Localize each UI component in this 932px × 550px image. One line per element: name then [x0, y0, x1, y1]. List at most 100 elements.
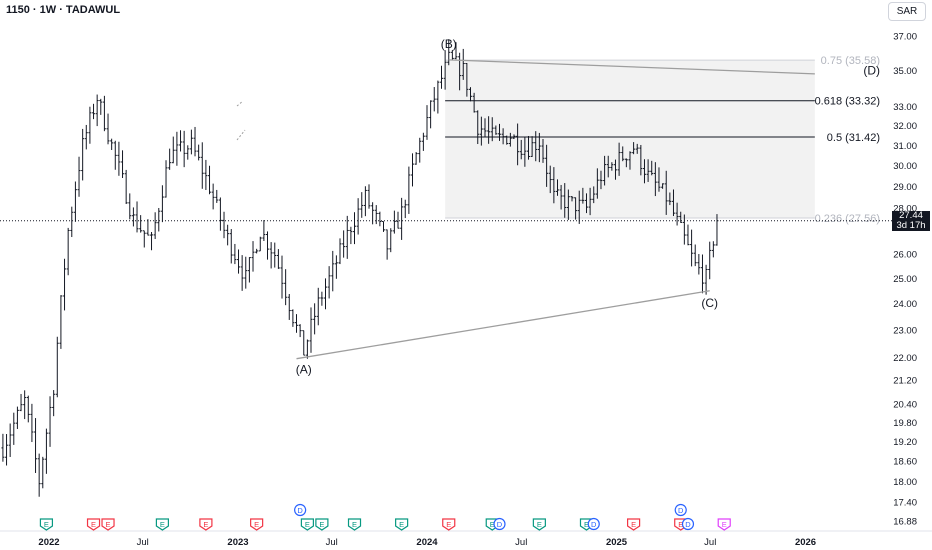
- ohlc-bar: [374, 205, 378, 225]
- price-tick-label: 30.00: [893, 161, 917, 172]
- ohlc-bar: [302, 330, 306, 356]
- price-tick-label: 31.00: [893, 141, 917, 152]
- ohlc-bar: [603, 155, 607, 186]
- earnings-badge: [717, 518, 731, 531]
- ohlc-bar: [313, 303, 317, 335]
- ohlc-bar: [628, 151, 632, 170]
- trendlines[interactable]: [296, 59, 815, 360]
- fib-level-label: 0.5 (31.42): [827, 132, 880, 144]
- earnings-marker[interactable]: E: [315, 518, 329, 531]
- price-tick-label: 29.00: [893, 182, 917, 193]
- earnings-badge: [627, 518, 641, 531]
- ohlc-bar: [411, 153, 415, 187]
- ohlc-bar: [447, 39, 451, 66]
- earnings-marker[interactable]: E: [199, 518, 213, 531]
- earnings-marker[interactable]: E: [442, 518, 456, 531]
- earnings-marker[interactable]: E: [300, 518, 314, 531]
- ohlc-bar: [338, 238, 342, 265]
- event-letter: D: [678, 506, 684, 515]
- ohlc-bar: [8, 423, 12, 457]
- ohlc-bar: [52, 390, 56, 417]
- time-axis[interactable]: 2022 Jul 2023 Jul 2024 Jul 2025 Jul 2026: [0, 530, 932, 548]
- dividend-marker[interactable]: D: [681, 517, 695, 531]
- earnings-marker[interactable]: E: [347, 518, 362, 531]
- ohlc-bar: [566, 189, 570, 220]
- ohlc-bar: [266, 231, 270, 260]
- ohlc-bar: [34, 418, 38, 473]
- ohlc-bar: [472, 92, 476, 113]
- event-letter: E: [352, 520, 357, 529]
- event-letter: E: [91, 520, 96, 529]
- ohlc-bar: [298, 324, 302, 338]
- ohlc-bar: [135, 201, 139, 233]
- earnings-marker[interactable]: E: [395, 518, 409, 531]
- ohlc-bar: [632, 142, 636, 155]
- ohlc-bar: [349, 226, 353, 245]
- ohlc-bar: [353, 212, 357, 245]
- ohlc-bar: [320, 291, 324, 306]
- ohlc-bar: [186, 145, 190, 160]
- earnings-marker[interactable]: E: [532, 518, 546, 531]
- ohlc-bar: [55, 336, 59, 398]
- dividend-marker[interactable]: D: [493, 517, 506, 531]
- earnings-marker[interactable]: E: [86, 518, 101, 531]
- fib-zone: [445, 60, 815, 219]
- event-letter: E: [319, 520, 324, 529]
- ohlc-bar: [559, 184, 563, 210]
- earnings-badge: [250, 518, 264, 531]
- earnings-badge: [155, 518, 169, 531]
- dividend-marker[interactable]: D: [587, 517, 600, 531]
- price-tick-label: 33.00: [893, 102, 917, 113]
- ohlc-bar: [432, 87, 436, 112]
- dividend-badge: [587, 517, 600, 531]
- earnings-marker[interactable]: E: [101, 518, 115, 531]
- ohlc-bar: [77, 156, 81, 197]
- ohlc-bar: [661, 183, 665, 189]
- ohlc-bar: [258, 236, 262, 252]
- ohlc-bar: [574, 197, 578, 220]
- earnings-marker[interactable]: E: [627, 518, 641, 531]
- ohlc-bar: [84, 124, 88, 150]
- event-letter: E: [106, 520, 111, 529]
- ohlc-bar: [128, 193, 132, 220]
- dividend-marker[interactable]: D: [674, 503, 687, 517]
- ohlc-bar: [309, 307, 313, 353]
- dividend-marker[interactable]: D: [294, 503, 307, 517]
- ohlc-bar: [592, 186, 596, 204]
- ohlc-bar: [37, 453, 41, 497]
- ohlc-bar: [624, 158, 628, 168]
- ohlc-bar: [124, 169, 128, 205]
- time-tick-label: Jul: [704, 537, 716, 548]
- ohlc-bar: [356, 198, 360, 235]
- ohlc-bar: [153, 212, 157, 240]
- ohlc-bar: [204, 159, 208, 190]
- ohlc-bar: [237, 249, 241, 274]
- currency-button[interactable]: SAR: [888, 2, 926, 21]
- ohlc-bar: [403, 199, 407, 219]
- ohlc-bars: [1, 39, 719, 497]
- ohlc-bar: [146, 219, 150, 236]
- ohlc-bar: [487, 116, 491, 144]
- ohlc-bar: [548, 165, 552, 194]
- earnings-marker[interactable]: E: [155, 518, 169, 531]
- ohlc-bar: [88, 106, 92, 144]
- ohlc-bar: [222, 211, 226, 239]
- ohlc-bar: [280, 255, 284, 299]
- ohlc-bar: [208, 165, 212, 195]
- fib-level-label: 0.236 (27.56): [815, 213, 880, 225]
- event-letter: E: [254, 520, 259, 529]
- ohlc-bar: [5, 434, 9, 466]
- time-tick-label: 2026: [795, 537, 816, 548]
- ohlc-bar: [396, 211, 400, 229]
- earnings-marker[interactable]: E: [717, 518, 731, 531]
- ohlc-bar: [657, 167, 661, 192]
- price-tick-label: 18.00: [893, 477, 917, 488]
- price-axis[interactable]: 16.88 17.40 18.00 18.60 19.20 19.80 20.40 21.20…: [893, 32, 917, 528]
- earnings-marker[interactable]: E: [39, 518, 54, 531]
- ohlc-bar: [436, 80, 440, 114]
- ohlc-bar: [81, 128, 85, 181]
- earnings-marker[interactable]: E: [250, 518, 264, 531]
- event-letter: E: [584, 520, 589, 529]
- event-markers[interactable]: E E E E E E EDE E E E E D E E D E E DDE: [39, 503, 731, 531]
